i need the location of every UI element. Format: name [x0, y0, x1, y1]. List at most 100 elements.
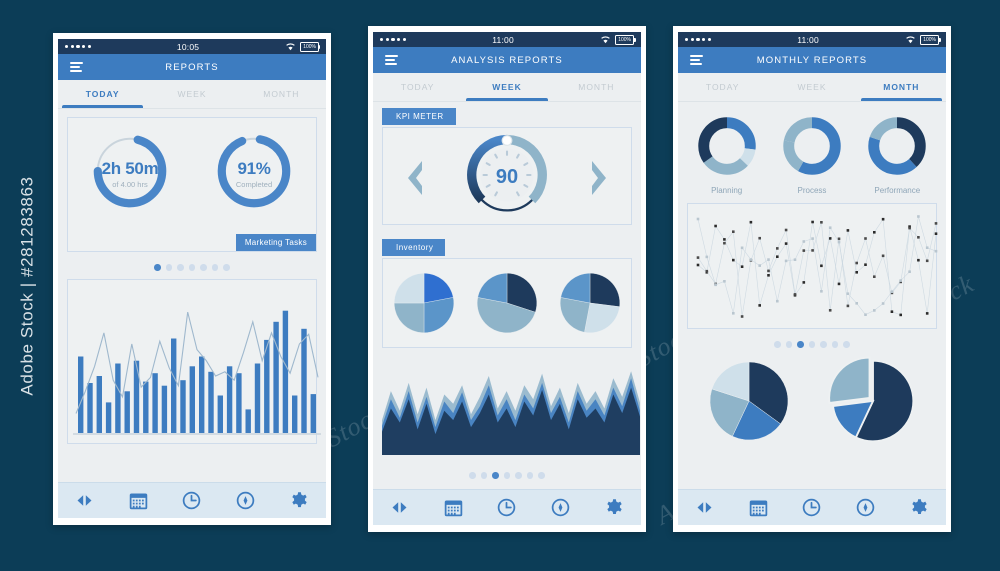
ring-performance-chart: [868, 117, 927, 175]
calendar-icon[interactable]: [748, 497, 769, 518]
bar-chart[interactable]: [68, 280, 326, 443]
hamburger-icon[interactable]: [385, 55, 398, 65]
ring-process[interactable]: Process: [780, 114, 844, 195]
scatter-point: [705, 269, 709, 273]
pager-dots-2[interactable]: [373, 468, 641, 483]
pie-chart-inventory-c[interactable]: [559, 272, 621, 334]
pager-dots-3[interactable]: [678, 337, 946, 352]
gear-icon[interactable]: [604, 497, 625, 518]
scatter-point: [864, 237, 867, 240]
calendar-icon[interactable]: [128, 490, 149, 511]
scatter-point: [864, 313, 867, 316]
screen-monthly: 11:00 100% MONTHLY REPORTS TODAY WEEK MO…: [678, 32, 946, 525]
gear-icon[interactable]: [289, 490, 310, 511]
tab-week[interactable]: WEEK: [462, 73, 551, 101]
rings-row: Planning Process Performance: [678, 102, 946, 199]
donut-completion[interactable]: 91% Completed: [213, 130, 295, 217]
scatter-point: [828, 226, 832, 229]
ring-planning[interactable]: Planning: [695, 114, 759, 195]
pager-dots-1[interactable]: [58, 260, 326, 275]
tab-today[interactable]: TODAY: [705, 82, 740, 92]
ring-segment: [697, 117, 756, 175]
tab-today[interactable]: TODAY: [58, 80, 147, 108]
pie-slice: [560, 273, 590, 304]
clock-icon[interactable]: [181, 490, 202, 511]
pie-chart-inventory-b[interactable]: [476, 272, 538, 334]
hamburger-icon[interactable]: [690, 55, 703, 65]
pie-slice: [477, 273, 508, 304]
pie-chart-summary-b[interactable]: [827, 356, 918, 446]
pie-chart-inventory-a[interactable]: [393, 272, 455, 334]
scatter-point: [793, 293, 797, 296]
scatter-point: [705, 255, 709, 259]
ring-performance[interactable]: Performance: [865, 114, 929, 195]
pie-chart-summary-a[interactable]: [707, 359, 791, 443]
pie-slice: [748, 361, 788, 424]
scatter-point: [890, 290, 894, 293]
kpi-gauge[interactable]: 90: [466, 134, 548, 221]
tab-month[interactable]: MONTH: [857, 73, 946, 101]
compass-icon[interactable]: [235, 490, 256, 511]
area-chart-wrap: [382, 356, 640, 466]
hamburger-icon[interactable]: [70, 62, 83, 72]
bar: [87, 382, 93, 433]
scatter-card: [687, 203, 938, 329]
scatter-point: [917, 215, 920, 218]
scatter-point: [784, 242, 788, 245]
clock-icon[interactable]: [801, 497, 822, 518]
pie-slice: [477, 297, 536, 334]
status-time: 11:00: [492, 34, 514, 45]
clock-icon[interactable]: [496, 497, 517, 518]
watermark-credit: Adobe Stock | #281283863: [6, 0, 50, 571]
arrows-icon[interactable]: [389, 497, 410, 518]
kpi-row: 90: [383, 128, 631, 227]
donut-completion-chart: [217, 134, 291, 208]
compass-icon[interactable]: [550, 497, 571, 518]
arrows-icon[interactable]: [74, 490, 95, 511]
chevron-left-icon[interactable]: [402, 158, 428, 198]
ring-segment: [783, 117, 841, 175]
kpi-gauge-chart: [467, 134, 547, 212]
bar: [78, 356, 84, 433]
scatter-point: [820, 264, 823, 268]
tab-month[interactable]: MONTH: [578, 82, 615, 92]
compass-icon[interactable]: [855, 497, 876, 518]
inventory-label: Inventory: [382, 239, 446, 256]
scatter-point: [925, 259, 929, 263]
scatter-point: [776, 299, 779, 303]
tab-week[interactable]: WEEK: [797, 82, 827, 92]
scatter-point: [890, 310, 894, 313]
chevron-right-icon[interactable]: [586, 158, 612, 198]
bar: [226, 365, 233, 433]
tab-today[interactable]: TODAY: [400, 82, 435, 92]
summary-pies-row: [678, 352, 946, 446]
marketing-tasks-badge[interactable]: Marketing Tasks: [235, 234, 316, 251]
scatter-point: [908, 226, 911, 230]
tab-divider: [678, 101, 946, 102]
scatter-point: [749, 220, 753, 224]
area-chart[interactable]: [382, 356, 640, 461]
scatter-point: [776, 255, 779, 258]
bar: [96, 375, 102, 433]
scatter-point: [846, 304, 850, 308]
pie-slice: [589, 273, 620, 307]
tab-week[interactable]: WEEK: [177, 89, 207, 99]
donut-time-spent[interactable]: 2h 50m of 4.00 hrs: [89, 130, 171, 217]
gear-icon[interactable]: [909, 497, 930, 518]
scatter-point: [855, 302, 858, 305]
bar: [282, 310, 289, 433]
scatter-point: [740, 315, 744, 318]
scatter-chart[interactable]: [688, 204, 946, 328]
scatter-point: [873, 309, 876, 312]
bar: [217, 395, 223, 433]
status-bar: 11:00 100%: [678, 32, 946, 47]
scatter-point: [802, 281, 806, 284]
ring-process-chart: [783, 117, 841, 175]
kpi-card: 90: [382, 127, 632, 225]
page-title: MONTHLY REPORTS: [756, 54, 868, 66]
app-bar: ANALYSIS REPORTS: [373, 47, 641, 73]
arrows-icon[interactable]: [694, 497, 715, 518]
scatter-point: [758, 264, 761, 267]
calendar-icon[interactable]: [443, 497, 464, 518]
tab-month[interactable]: MONTH: [263, 89, 300, 99]
